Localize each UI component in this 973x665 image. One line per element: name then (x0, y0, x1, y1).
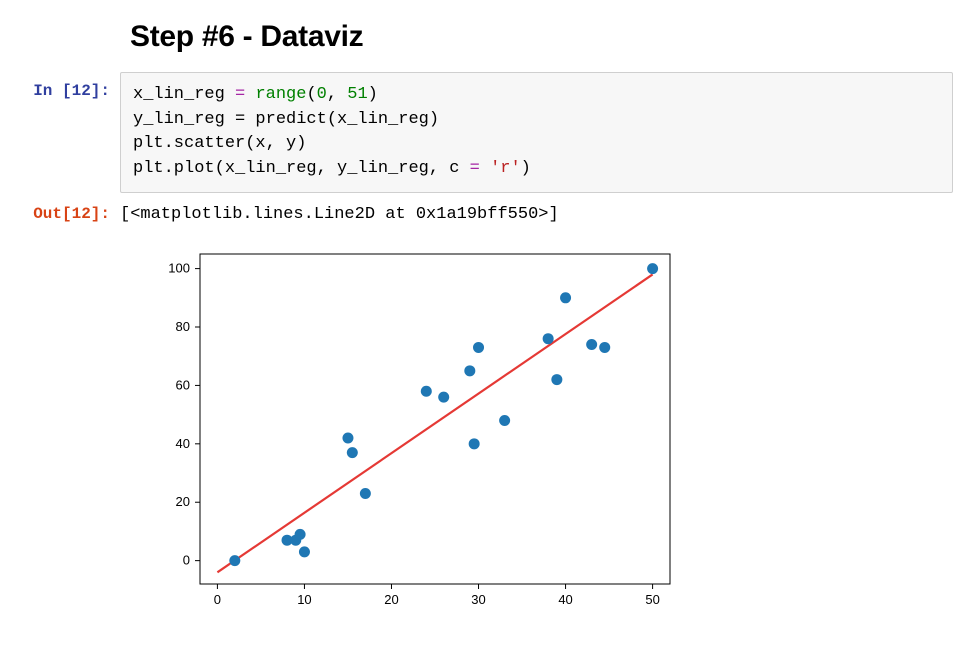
svg-text:0: 0 (214, 592, 221, 607)
svg-text:40: 40 (176, 435, 190, 450)
code-line-4: plt.plot(x_lin_reg, y_lin_reg, c = 'r') (133, 159, 531, 178)
svg-text:20: 20 (384, 592, 398, 607)
code-line-2: y_lin_reg = predict(x_lin_reg) (133, 110, 439, 129)
heading-text: Step #6 - Dataviz (130, 20, 953, 54)
output-chart: 0 10 20 30 40 50 0 20 40 60 80 100 (130, 244, 953, 624)
output-text-row: Out[12]: [<matplotlib.lines.Line2D at 0x… (10, 203, 953, 224)
code-input-area[interactable]: x_lin_reg = range(0, 51) y_lin_reg = pre… (120, 72, 953, 193)
svg-text:10: 10 (297, 592, 311, 607)
svg-text:80: 80 (176, 319, 190, 334)
code-line-1: x_lin_reg = range(0, 51) (133, 85, 378, 104)
output-text: [<matplotlib.lines.Line2D at 0x1a19bff55… (120, 203, 953, 224)
output-prompt: Out[12]: (10, 203, 120, 223)
svg-text:20: 20 (176, 494, 190, 509)
input-prompt: In [12]: (10, 72, 120, 100)
svg-text:30: 30 (471, 592, 485, 607)
markdown-cell-heading: Step #6 - Dataviz (10, 20, 953, 54)
svg-text:60: 60 (176, 377, 190, 392)
svg-text:100: 100 (168, 260, 190, 275)
code-line-3: plt.scatter(x, y) (133, 134, 306, 153)
svg-text:0: 0 (183, 552, 190, 567)
svg-text:40: 40 (558, 592, 572, 607)
scatter-line-chart: 0 10 20 30 40 50 0 20 40 60 80 100 (130, 244, 680, 624)
code-cell: In [12]: x_lin_reg = range(0, 51) y_lin_… (10, 72, 953, 193)
svg-text:50: 50 (645, 592, 659, 607)
